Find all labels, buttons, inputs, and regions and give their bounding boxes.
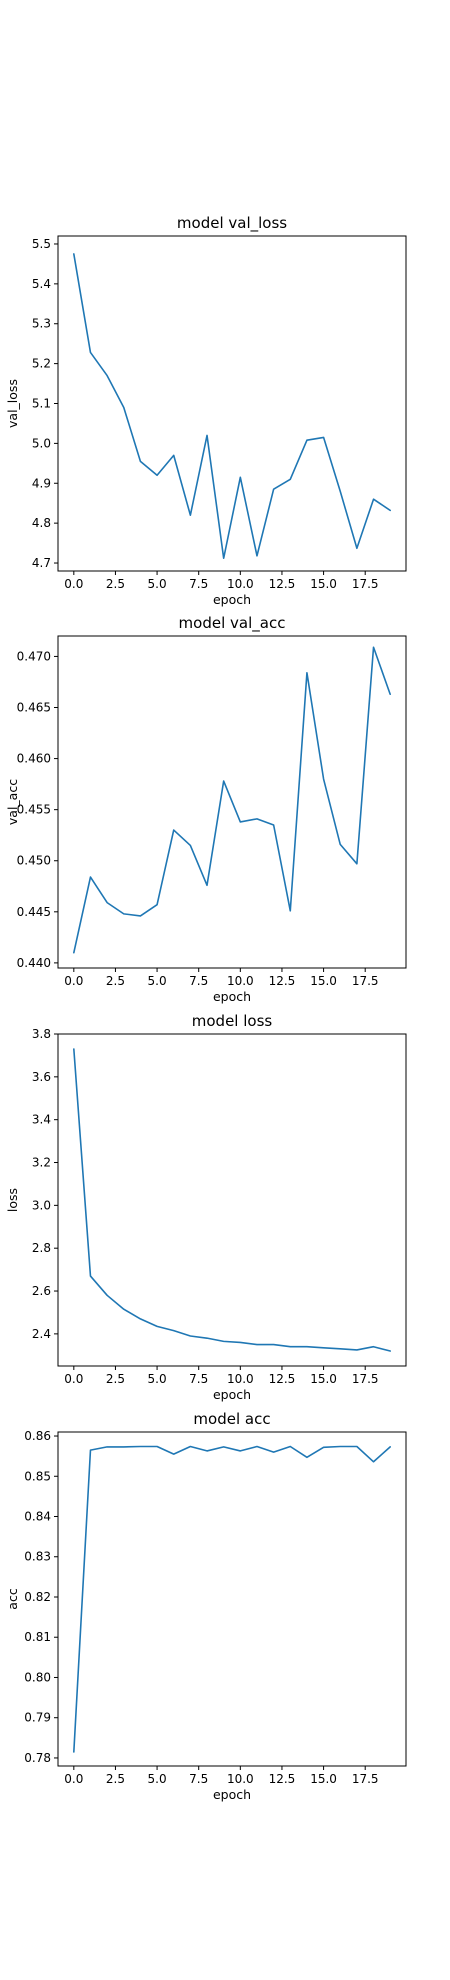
y-tick-label: 2.6 <box>32 1284 51 1298</box>
y-tick-label: 0.445 <box>17 905 51 919</box>
chart-panel-2: model loss 0.0 2.5 5.0 7.5 10.0 12.5 15.0 17.5 2.… <box>5 1012 407 1402</box>
y-tick-label: 0.78 <box>24 1751 51 1765</box>
x-tick-label: 7.5 <box>189 974 208 988</box>
series-line-0 <box>73 1445 391 1753</box>
x-tick-label: 7.5 <box>189 1772 208 1786</box>
y-tick-label: 3.6 <box>32 1070 51 1084</box>
x-axis-label: epoch <box>213 1387 251 1402</box>
y-tick-label: 0.81 <box>24 1630 51 1644</box>
y-tick-label: 3.4 <box>32 1113 51 1127</box>
y-tick-label: 2.4 <box>32 1327 51 1341</box>
y-tick-label: 0.79 <box>24 1711 51 1725</box>
x-tick-label: 7.5 <box>189 1372 208 1386</box>
x-tick-label: 12.5 <box>269 974 296 988</box>
x-tick-label: 15.0 <box>310 1772 337 1786</box>
y-tick-label: 0.470 <box>17 649 51 663</box>
chart-title: model acc <box>193 1410 270 1428</box>
x-tick-label: 2.5 <box>106 1772 125 1786</box>
y-tick-label: 0.460 <box>17 752 51 766</box>
x-tick-label: 5.0 <box>148 1772 167 1786</box>
x-tick-label: 2.5 <box>106 1372 125 1386</box>
plot-frame <box>57 1033 407 1367</box>
x-tick-label: 10.0 <box>227 1372 254 1386</box>
y-axis-label: loss <box>5 1188 20 1212</box>
y-tick-label: 3.0 <box>32 1198 51 1212</box>
chart-title: model val_acc <box>179 614 286 633</box>
x-tick-label: 5.0 <box>148 577 167 591</box>
x-tick-label: 7.5 <box>189 577 208 591</box>
x-tick-label: 17.5 <box>352 1372 379 1386</box>
y-tick-label: 5.2 <box>32 357 51 371</box>
y-tick-label: 5.5 <box>32 237 51 251</box>
y-tick-label: 0.455 <box>17 803 51 817</box>
series-line-0 <box>73 646 391 954</box>
y-tick-label: 0.440 <box>17 956 51 970</box>
x-tick-label: 10.0 <box>227 1772 254 1786</box>
chart-panel-0: model val_loss 0.0 2.5 5.0 7.5 10.0 12.5 15.0 17… <box>5 214 407 607</box>
y-tick-label: 0.86 <box>24 1429 51 1443</box>
y-tick-label: 0.465 <box>17 701 51 715</box>
y-tick-label: 0.83 <box>24 1550 51 1564</box>
y-tick-label: 2.8 <box>32 1241 51 1255</box>
x-tick-label: 12.5 <box>269 577 296 591</box>
y-axis-label: val_acc <box>5 779 20 825</box>
chart-title: model val_loss <box>177 214 287 233</box>
y-tick-label: 5.1 <box>32 397 51 411</box>
plot-frame <box>57 1431 407 1767</box>
x-axis-label: epoch <box>213 592 251 607</box>
series-line-0 <box>73 1048 391 1352</box>
x-tick-label: 2.5 <box>106 577 125 591</box>
chart-panel-3: model acc 0.0 2.5 5.0 7.5 10.0 12.5 15.0 17.5 0.7… <box>5 1410 407 1802</box>
x-tick-label: 17.5 <box>352 577 379 591</box>
chart-title: model loss <box>192 1012 273 1030</box>
x-tick-label: 12.5 <box>269 1772 296 1786</box>
y-tick-label: 4.9 <box>32 476 51 490</box>
chart-panel-1: model val_acc 0.0 2.5 5.0 7.5 10.0 12.5 15.0 17.… <box>5 614 407 1004</box>
x-tick-label: 2.5 <box>106 974 125 988</box>
x-tick-label: 15.0 <box>310 1372 337 1386</box>
x-tick-label: 15.0 <box>310 577 337 591</box>
x-tick-label: 0.0 <box>64 577 83 591</box>
y-tick-label: 0.84 <box>24 1510 51 1524</box>
x-tick-label: 0.0 <box>64 974 83 988</box>
x-axis-label: epoch <box>213 1787 251 1802</box>
x-axis-label: epoch <box>213 989 251 1004</box>
y-tick-label: 4.8 <box>32 516 51 530</box>
y-tick-label: 0.450 <box>17 854 51 868</box>
x-tick-label: 15.0 <box>310 974 337 988</box>
x-tick-label: 17.5 <box>352 1772 379 1786</box>
y-tick-label: 0.85 <box>24 1469 51 1483</box>
x-tick-label: 10.0 <box>227 577 254 591</box>
y-tick-label: 0.82 <box>24 1590 51 1604</box>
y-tick-label: 0.80 <box>24 1670 51 1684</box>
x-tick-label: 12.5 <box>269 1372 296 1386</box>
x-tick-label: 5.0 <box>148 1372 167 1386</box>
y-tick-label: 4.7 <box>32 556 51 570</box>
y-axis-label: acc <box>5 1588 20 1610</box>
y-tick-label: 5.4 <box>32 277 51 291</box>
series-line-0 <box>73 253 391 560</box>
x-tick-label: 17.5 <box>352 974 379 988</box>
plot-frame <box>57 635 407 969</box>
x-tick-label: 10.0 <box>227 974 254 988</box>
y-axis-label: val_loss <box>5 379 20 428</box>
y-tick-label: 5.0 <box>32 436 51 450</box>
y-tick-label: 5.3 <box>32 317 51 331</box>
y-tick-label: 3.2 <box>32 1156 51 1170</box>
x-tick-label: 0.0 <box>64 1772 83 1786</box>
y-tick-label: 3.8 <box>32 1027 51 1041</box>
x-tick-label: 5.0 <box>148 974 167 988</box>
x-tick-label: 0.0 <box>64 1372 83 1386</box>
